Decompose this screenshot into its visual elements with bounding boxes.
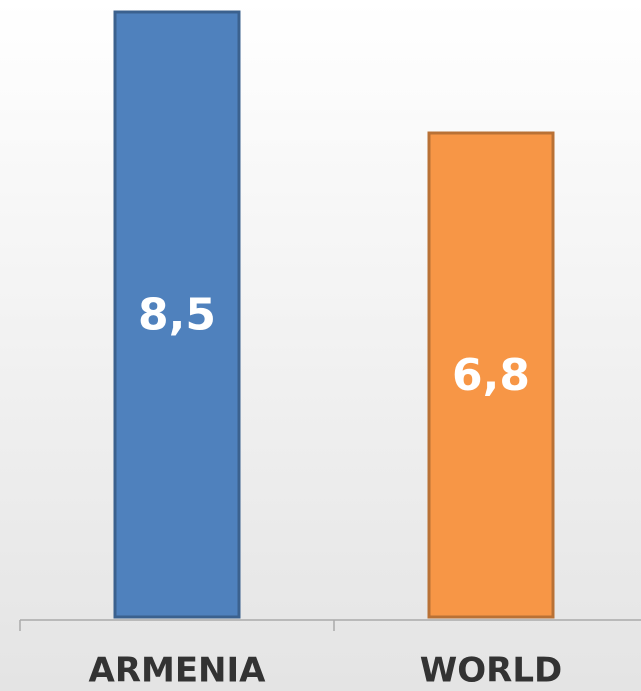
data-label: 8,5: [138, 290, 216, 341]
x-tick-label: ARMENIA: [89, 651, 267, 691]
data-label: 6,8: [452, 350, 530, 401]
page: {"chart_data": {"type": "bar", "categori…: [0, 0, 641, 691]
x-tick-label: WORLD: [420, 651, 562, 691]
chart: 8,5 ARMENIA 6,8 WORLD: [0, 0, 641, 691]
